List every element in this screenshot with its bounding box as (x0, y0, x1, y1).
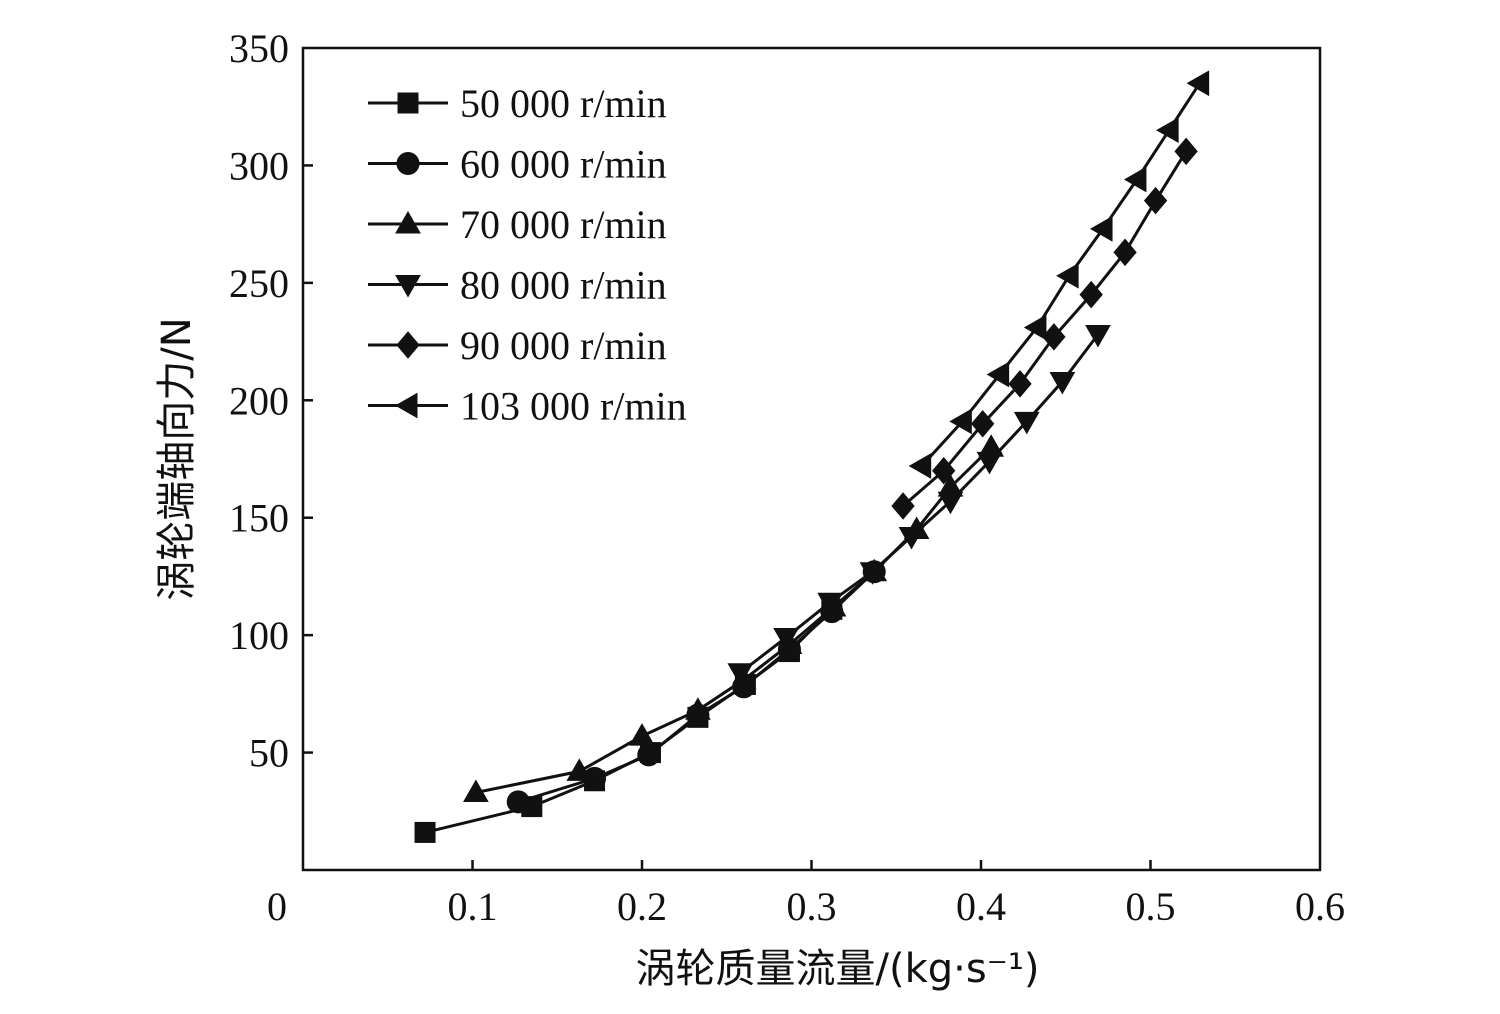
legend-item: 70 000 r/min (368, 202, 667, 247)
x-tick-label: 0.2 (617, 884, 667, 929)
y-tick-label: 300 (229, 143, 289, 188)
y-tick-label: 250 (229, 261, 289, 306)
legend-item: 50 000 r/min (368, 81, 667, 126)
data-point (1174, 137, 1198, 166)
x-tick-label: 0.4 (956, 884, 1006, 929)
x-tick-label: 0.1 (448, 884, 498, 929)
data-point (1123, 166, 1147, 193)
data-point (685, 697, 711, 720)
x-tick-label: 0.5 (1126, 884, 1176, 929)
data-point (1023, 314, 1047, 341)
y-tick-label: 150 (229, 496, 289, 541)
data-point (859, 562, 886, 585)
data-point (1143, 186, 1168, 215)
data-point (506, 790, 530, 814)
legend-label: 50 000 r/min (460, 81, 667, 126)
series-line (475, 446, 993, 794)
data-point (1079, 280, 1103, 309)
data-point (1008, 370, 1032, 398)
data-point (971, 409, 995, 438)
series-4 (891, 137, 1198, 520)
y-tick-label: 50 (249, 731, 289, 776)
y-tick-label: 200 (229, 378, 289, 423)
legend-marker (397, 92, 419, 114)
legend-marker (395, 275, 421, 298)
legend-item: 80 000 r/min (368, 263, 667, 308)
data-point (949, 408, 972, 435)
data-point (986, 361, 1010, 388)
data-point (1013, 411, 1040, 435)
legend-label: 70 000 r/min (460, 202, 667, 247)
data-point (932, 456, 956, 485)
series-3 (727, 325, 1111, 686)
data-point (1186, 70, 1210, 97)
data-point (817, 592, 844, 616)
legend-label: 60 000 r/min (460, 142, 667, 187)
legend-marker (394, 392, 418, 419)
data-point (976, 451, 1003, 475)
legend: 50 000 r/min 60 000 r/min 70 000 r/min 80 0… (368, 81, 687, 429)
data-point (908, 453, 932, 479)
plot-frame (301, 46, 1322, 872)
legend-label: 90 000 r/min (460, 323, 667, 368)
data-point (1156, 117, 1179, 144)
y-tick-label: 100 (229, 613, 289, 658)
legend-label: 80 000 r/min (460, 263, 667, 308)
legend-item: 90 000 r/min (368, 323, 667, 368)
series-line (517, 570, 876, 804)
legend-marker (396, 152, 420, 175)
data-point (1113, 238, 1137, 267)
series-line (739, 333, 1100, 674)
x-axis-title: 涡轮质量流量/(kg·s⁻¹) (636, 946, 1040, 992)
x-tick-label: 0 (267, 884, 287, 929)
data-point (1049, 371, 1076, 395)
data-point (414, 821, 436, 843)
data-point (891, 492, 915, 520)
data-point (463, 779, 489, 802)
data-point (1056, 262, 1079, 289)
data-point (1042, 323, 1066, 351)
data-point (727, 663, 754, 686)
data-point (637, 743, 661, 767)
data-point (1085, 325, 1111, 348)
y-axis-title: 涡轮端轴向力/N (154, 317, 200, 600)
y-axis-ticks: 50 100 150 200 250 300 350 (229, 26, 313, 776)
x-tick-label: 0.6 (1295, 884, 1345, 929)
x-axis-ticks: 0 0.1 0.2 0.3 0.4 0.5 0.6 (267, 860, 1345, 929)
legend-label: 103 000 r/min (460, 384, 687, 429)
legend-marker (395, 210, 421, 234)
data-point (629, 723, 655, 746)
y-tick-label: 350 (229, 26, 289, 71)
x-tick-label: 0.3 (787, 884, 837, 929)
data-point (898, 527, 925, 550)
data-point (1090, 215, 1113, 242)
series-5 (908, 70, 1210, 479)
data-point (773, 627, 799, 651)
series-layer (414, 70, 1210, 843)
data-point (937, 491, 964, 515)
legend-item: 103 000 r/min (368, 384, 687, 429)
data-point (566, 758, 593, 781)
legend-marker (396, 331, 420, 359)
legend-item: 60 000 r/min (368, 142, 667, 187)
